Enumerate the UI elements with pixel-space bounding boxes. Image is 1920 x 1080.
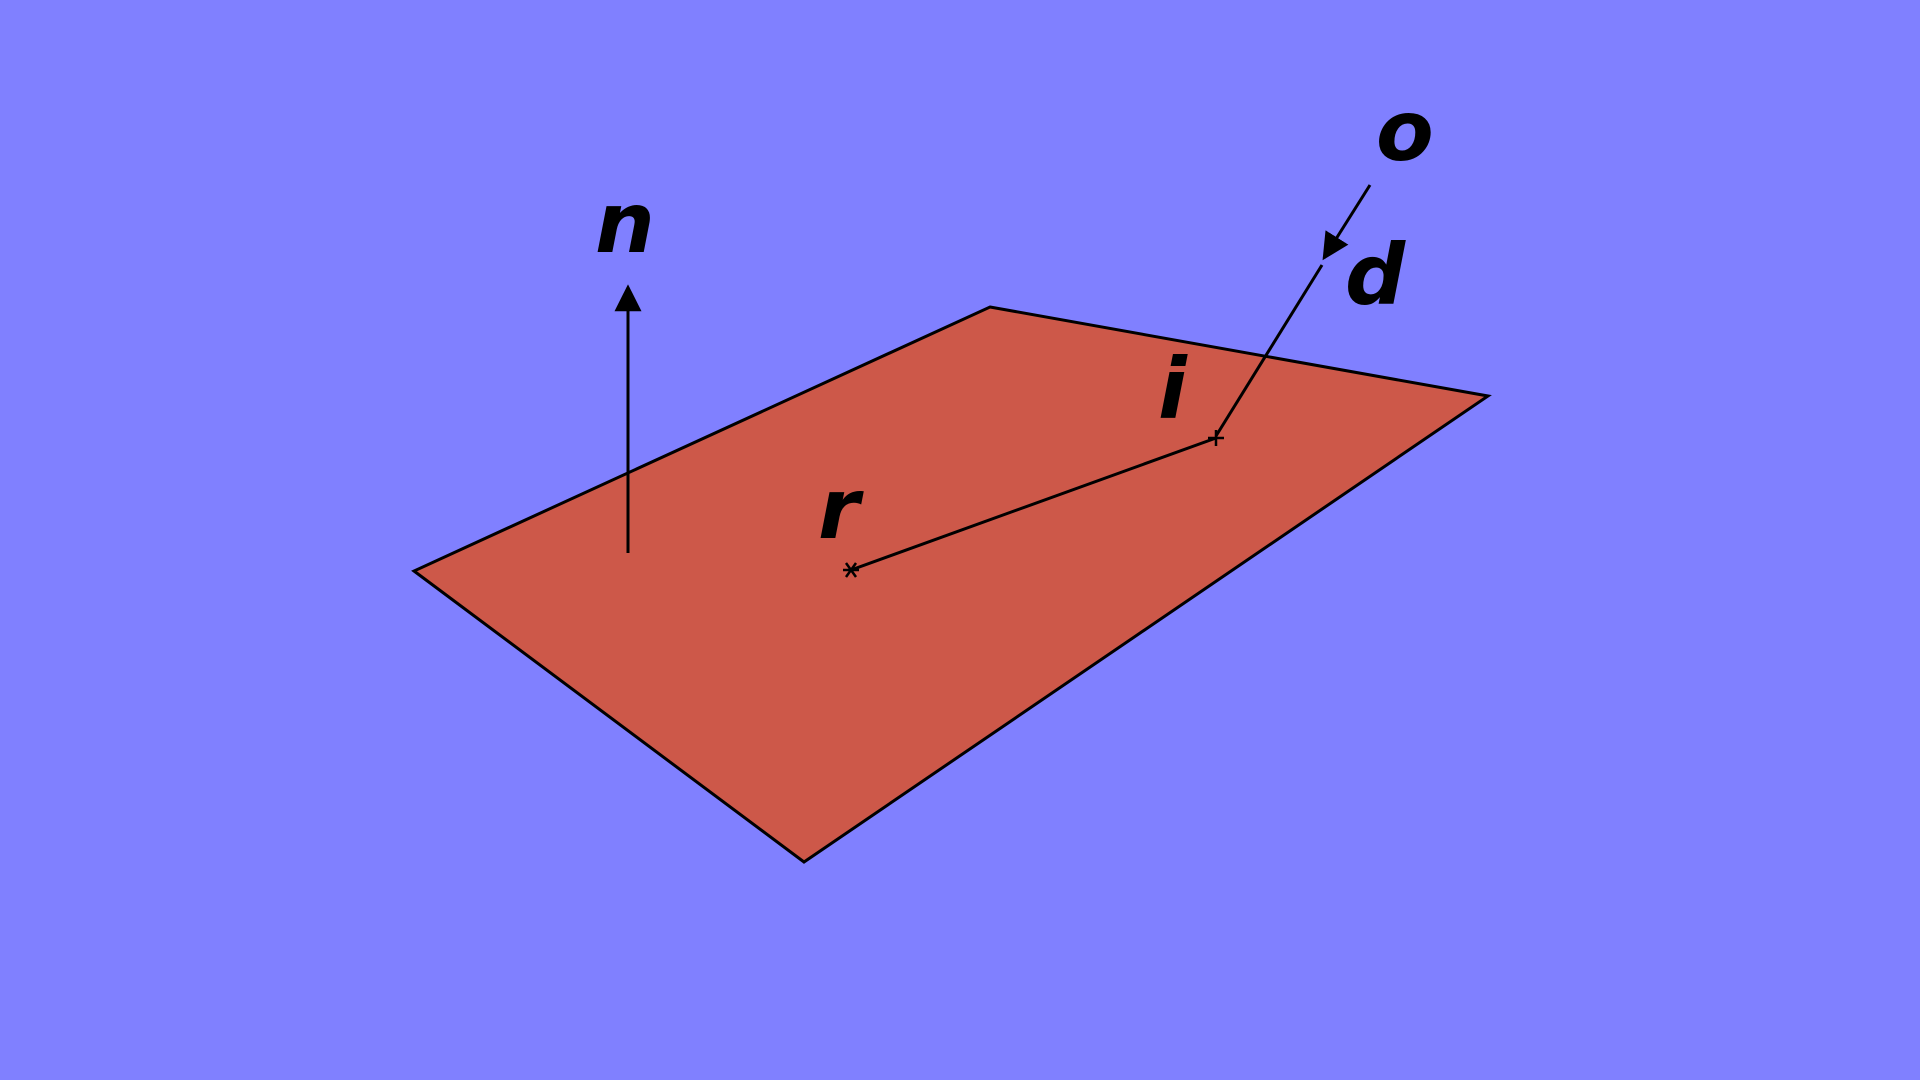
direction-label: d: [1345, 226, 1406, 324]
intersection-label: i: [1158, 340, 1188, 438]
reference-point-marker: [843, 562, 859, 578]
reference-point-label: r: [818, 460, 864, 558]
normal-label: n: [595, 174, 655, 272]
origin-label: o: [1376, 82, 1434, 180]
plane: [411, 305, 1492, 864]
direction-vector-arrow: [1322, 184, 1372, 261]
intersection-point-marker: [1208, 430, 1224, 446]
ray-segment: [1214, 264, 1324, 437]
r-to-i-segment: [850, 436, 1217, 572]
